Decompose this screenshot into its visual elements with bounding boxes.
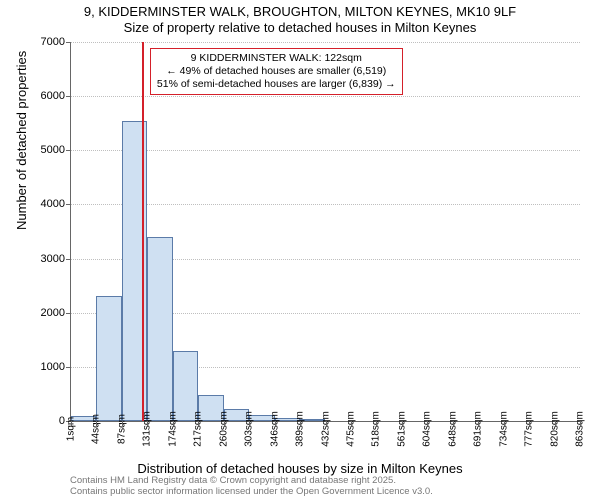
x-tick-label: 561sqm bbox=[396, 411, 407, 447]
x-axis-label: Distribution of detached houses by size … bbox=[0, 461, 600, 476]
chart-subtitle: Size of property relative to detached ho… bbox=[0, 20, 600, 35]
y-tick-mark bbox=[66, 96, 71, 97]
y-tick-mark bbox=[66, 204, 71, 205]
annotation-box: 9 KIDDERMINSTER WALK: 122sqm← 49% of det… bbox=[150, 48, 403, 95]
x-tick-label: 346sqm bbox=[269, 411, 280, 447]
x-tick-mark bbox=[427, 421, 428, 426]
x-tick-mark bbox=[529, 421, 530, 426]
x-tick-mark bbox=[555, 421, 556, 426]
footer-line-2: Contains public sector information licen… bbox=[70, 487, 433, 498]
x-tick-mark bbox=[478, 421, 479, 426]
x-tick-label: 518sqm bbox=[371, 411, 382, 447]
plot-wrap: 010002000300040005000600070009 KIDDERMIN… bbox=[70, 42, 580, 422]
gridline bbox=[71, 150, 580, 151]
x-tick-mark bbox=[300, 421, 301, 426]
x-tick-label: 174sqm bbox=[167, 411, 178, 447]
x-tick-label: 863sqm bbox=[575, 411, 586, 447]
x-tick-label: 777sqm bbox=[524, 411, 535, 447]
gridline bbox=[71, 96, 580, 97]
x-tick-label: 87sqm bbox=[116, 414, 127, 444]
x-tick-mark bbox=[249, 421, 250, 426]
x-tick-mark bbox=[173, 421, 174, 426]
y-axis-label: Number of detached properties bbox=[14, 51, 29, 230]
x-tick-label: 260sqm bbox=[218, 411, 229, 447]
x-tick-label: 734sqm bbox=[498, 411, 509, 447]
x-tick-label: 303sqm bbox=[244, 411, 255, 447]
x-tick-label: 217sqm bbox=[193, 411, 204, 447]
x-tick-mark bbox=[198, 421, 199, 426]
x-tick-label: 820sqm bbox=[549, 411, 560, 447]
annotation-line: 51% of semi-detached houses are larger (… bbox=[157, 78, 396, 91]
x-tick-label: 691sqm bbox=[473, 411, 484, 447]
y-tick-mark bbox=[66, 367, 71, 368]
x-tick-mark bbox=[71, 421, 72, 426]
x-tick-mark bbox=[580, 421, 581, 426]
x-tick-label: 389sqm bbox=[295, 411, 306, 447]
y-tick-mark bbox=[66, 313, 71, 314]
x-tick-label: 648sqm bbox=[447, 411, 458, 447]
marker-line bbox=[142, 42, 144, 421]
x-tick-label: 44sqm bbox=[91, 414, 102, 444]
x-tick-label: 475sqm bbox=[345, 411, 356, 447]
x-tick-mark bbox=[351, 421, 352, 426]
gridline bbox=[71, 204, 580, 205]
x-tick-mark bbox=[376, 421, 377, 426]
y-tick-mark bbox=[66, 150, 71, 151]
y-tick-mark bbox=[66, 42, 71, 43]
histogram-bar bbox=[96, 296, 121, 421]
x-tick-mark bbox=[122, 421, 123, 426]
annotation-line: 9 KIDDERMINSTER WALK: 122sqm bbox=[157, 52, 396, 65]
y-tick-mark bbox=[66, 259, 71, 260]
x-tick-mark bbox=[275, 421, 276, 426]
x-tick-mark bbox=[326, 421, 327, 426]
x-tick-mark bbox=[402, 421, 403, 426]
plot-area: 010002000300040005000600070009 KIDDERMIN… bbox=[70, 42, 580, 422]
x-tick-mark bbox=[96, 421, 97, 426]
x-tick-mark bbox=[504, 421, 505, 426]
x-tick-mark bbox=[147, 421, 148, 426]
annotation-line: ← 49% of detached houses are smaller (6,… bbox=[157, 65, 396, 78]
histogram-bar bbox=[147, 237, 172, 421]
x-tick-mark bbox=[224, 421, 225, 426]
gridline bbox=[71, 42, 580, 43]
x-tick-label: 432sqm bbox=[320, 411, 331, 447]
chart-footer: Contains HM Land Registry data © Crown c… bbox=[70, 476, 433, 498]
x-tick-label: 131sqm bbox=[142, 411, 153, 447]
chart-title: 9, KIDDERMINSTER WALK, BROUGHTON, MILTON… bbox=[0, 0, 600, 19]
x-tick-label: 604sqm bbox=[422, 411, 433, 447]
x-tick-mark bbox=[453, 421, 454, 426]
